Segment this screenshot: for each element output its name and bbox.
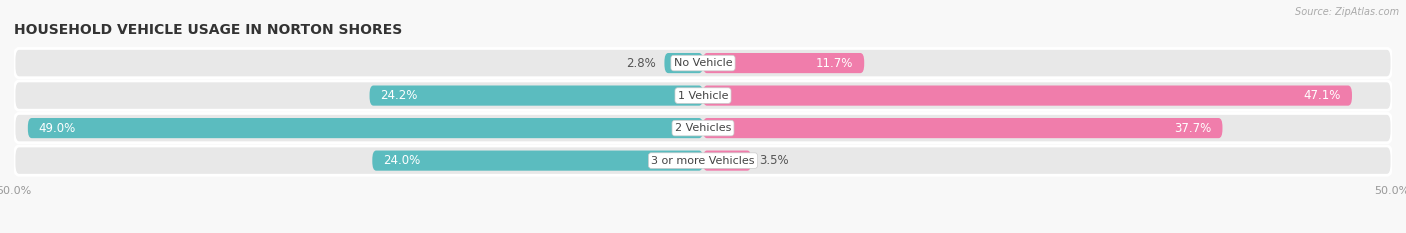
FancyBboxPatch shape bbox=[14, 146, 1392, 175]
Text: 1 Vehicle: 1 Vehicle bbox=[678, 91, 728, 101]
Text: 3.5%: 3.5% bbox=[759, 154, 789, 167]
FancyBboxPatch shape bbox=[28, 118, 703, 138]
FancyBboxPatch shape bbox=[703, 86, 1353, 106]
FancyBboxPatch shape bbox=[703, 118, 1222, 138]
Text: 24.0%: 24.0% bbox=[384, 154, 420, 167]
Text: 11.7%: 11.7% bbox=[815, 57, 853, 70]
Text: 2 Vehicles: 2 Vehicles bbox=[675, 123, 731, 133]
Text: 47.1%: 47.1% bbox=[1303, 89, 1341, 102]
Text: Source: ZipAtlas.com: Source: ZipAtlas.com bbox=[1295, 7, 1399, 17]
Text: 3 or more Vehicles: 3 or more Vehicles bbox=[651, 156, 755, 166]
Text: HOUSEHOLD VEHICLE USAGE IN NORTON SHORES: HOUSEHOLD VEHICLE USAGE IN NORTON SHORES bbox=[14, 23, 402, 37]
Text: 37.7%: 37.7% bbox=[1174, 122, 1212, 135]
FancyBboxPatch shape bbox=[14, 48, 1392, 78]
FancyBboxPatch shape bbox=[14, 81, 1392, 110]
FancyBboxPatch shape bbox=[14, 113, 1392, 143]
FancyBboxPatch shape bbox=[703, 53, 865, 73]
FancyBboxPatch shape bbox=[373, 151, 703, 171]
Text: 2.8%: 2.8% bbox=[627, 57, 657, 70]
Text: 24.2%: 24.2% bbox=[381, 89, 418, 102]
FancyBboxPatch shape bbox=[703, 151, 751, 171]
Text: No Vehicle: No Vehicle bbox=[673, 58, 733, 68]
FancyBboxPatch shape bbox=[665, 53, 703, 73]
FancyBboxPatch shape bbox=[370, 86, 703, 106]
Text: 49.0%: 49.0% bbox=[39, 122, 76, 135]
